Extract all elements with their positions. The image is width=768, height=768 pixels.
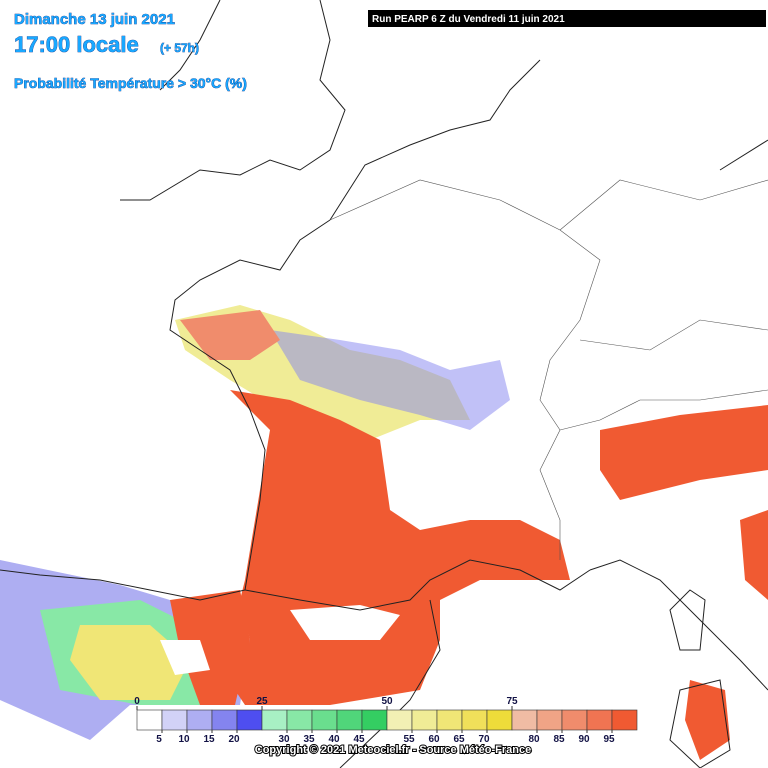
legend-swatch	[211, 709, 238, 731]
legend-swatch	[461, 709, 488, 731]
tick-label: 80	[528, 734, 540, 745]
legend-swatch	[486, 709, 513, 731]
run-banner	[368, 10, 766, 27]
legend-swatch	[586, 709, 613, 731]
tick-label: 10	[178, 734, 190, 745]
tick-label: 5	[156, 734, 162, 745]
legend-swatch	[436, 709, 463, 731]
legend-swatch	[161, 709, 188, 731]
legend-swatch	[286, 709, 313, 731]
legend-swatch	[611, 709, 638, 731]
tick-label: 65	[453, 734, 465, 745]
parameter: Probabilité Température > 30°C (%)	[14, 75, 247, 91]
legend-swatch	[311, 709, 338, 731]
legend-swatch	[136, 709, 163, 731]
tick-label: 35	[303, 734, 315, 745]
legend-swatch	[561, 709, 588, 731]
legend-swatch	[361, 709, 388, 731]
tick-label: 95	[603, 734, 615, 745]
tick-label: 75	[506, 696, 518, 707]
legend-swatch	[411, 709, 438, 731]
tick-label: 15	[203, 734, 215, 745]
copyright: Copyright © 2021 Meteociel.fr - Source M…	[255, 744, 531, 756]
legend-swatch	[511, 709, 538, 731]
tick-label: 30	[278, 734, 290, 745]
run: Run PEARP 6 Z du Vendredi 11 juin 2021	[372, 14, 565, 25]
legend-swatch	[536, 709, 563, 731]
tick-label: 85	[553, 734, 565, 745]
tick-label: 25	[256, 696, 268, 707]
legend-swatch	[336, 709, 363, 731]
legend-swatch	[236, 709, 263, 731]
legend-swatch	[261, 709, 288, 731]
tick-label: 60	[428, 734, 440, 745]
tick-label: 50	[381, 696, 393, 707]
lead-time: (+ 57h)	[160, 41, 199, 55]
legend-swatch	[186, 709, 213, 731]
tick-label: 45	[353, 734, 365, 745]
tick-label: 40	[328, 734, 340, 745]
probability-field	[0, 305, 768, 760]
legend-swatch	[386, 709, 413, 731]
tick-label: 0	[134, 696, 140, 707]
tick-label: 90	[578, 734, 590, 745]
tick-label: 70	[478, 734, 490, 745]
tick-label: 20	[228, 734, 240, 745]
date: Dimanche 13 juin 2021	[14, 11, 175, 28]
legend: 0 25 50 75 5 10 15 20 30 35 40 45 55 60 65 70 80 85 90 95	[134, 696, 638, 745]
time: 17:00 locale	[14, 32, 139, 57]
tick-label: 55	[403, 734, 415, 745]
